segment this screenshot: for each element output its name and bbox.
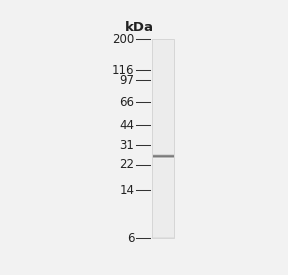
Text: 44: 44	[119, 119, 134, 132]
Bar	[153, 158, 174, 159]
Bar	[153, 156, 174, 157]
Text: kDa: kDa	[125, 21, 154, 34]
Bar	[153, 40, 174, 237]
Bar	[153, 156, 174, 157]
Bar	[153, 154, 174, 155]
Text: 116: 116	[112, 64, 134, 77]
Text: 200: 200	[112, 33, 134, 46]
Bar	[153, 154, 174, 155]
Text: 31: 31	[119, 139, 134, 152]
Bar	[153, 155, 174, 156]
Bar	[152, 39, 174, 238]
Bar	[153, 157, 174, 158]
Bar	[153, 157, 174, 158]
Bar	[153, 155, 174, 156]
Text: 14: 14	[119, 184, 134, 197]
Text: 66: 66	[119, 96, 134, 109]
Text: 6: 6	[127, 232, 134, 245]
Bar	[153, 156, 174, 157]
Text: 97: 97	[119, 74, 134, 87]
Text: 22: 22	[119, 158, 134, 171]
Bar	[153, 155, 174, 156]
